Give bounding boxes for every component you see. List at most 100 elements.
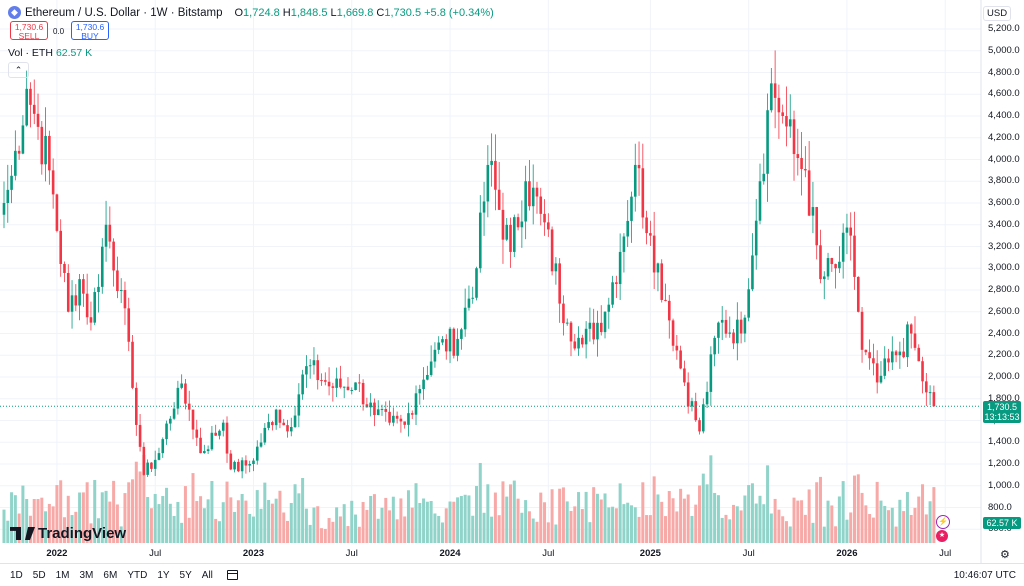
candle-body (456, 338, 459, 356)
close-value: 1,730.5 (384, 6, 422, 19)
candle-body (312, 360, 316, 366)
candle-body (161, 439, 165, 454)
volume-bar (558, 488, 562, 543)
volume-bar (32, 499, 36, 543)
volume-bar (346, 526, 350, 543)
candle-body (259, 442, 263, 447)
range-1d-button[interactable]: 1D (10, 569, 23, 581)
volume-bar (248, 513, 252, 543)
range-ytd-button[interactable]: YTD (127, 569, 148, 581)
candle-body (573, 341, 577, 349)
candle-body (267, 422, 270, 428)
candle-body (599, 322, 603, 333)
volume-bar (191, 473, 195, 543)
price-tick-label: 4,800.0 (988, 66, 1020, 78)
volume-bar (320, 528, 324, 543)
range-1m-button[interactable]: 1M (55, 569, 70, 581)
volume-bar (565, 501, 569, 543)
volume-bars (2, 455, 936, 543)
candle-body (694, 401, 698, 421)
candle-body (233, 461, 236, 470)
spread-value: 0.0 (53, 27, 65, 36)
volume-bar (44, 511, 48, 543)
candle-body (853, 235, 856, 277)
range-1y-button[interactable]: 1Y (157, 569, 170, 581)
volume-bar (81, 492, 85, 543)
utc-clock[interactable]: 10:46:07 UTC (953, 569, 1016, 581)
price-tick-label: 3,800.0 (988, 175, 1020, 187)
volume-bar (376, 518, 380, 543)
volume-bar (10, 492, 14, 543)
range-3m-button[interactable]: 3M (79, 569, 94, 581)
tradingview-logo[interactable]: TradingView (10, 525, 126, 542)
volume-bar (51, 506, 55, 543)
candle-body (516, 217, 520, 228)
range-6m-button[interactable]: 6M (103, 569, 118, 581)
candle-body (724, 319, 728, 334)
volume-bar (592, 487, 596, 543)
candle-body (252, 460, 255, 464)
candle-body (766, 110, 769, 174)
volume-bar (690, 515, 694, 543)
volume-bar (78, 492, 82, 543)
candle-body (142, 446, 146, 475)
lightning-icon[interactable]: ⚡ (936, 515, 950, 529)
volume-bar (267, 500, 271, 543)
range-5y-button[interactable]: 5Y (179, 569, 192, 581)
candle-body (407, 413, 410, 425)
price-tick-label: 2,000.0 (988, 371, 1020, 382)
us-flag-icon[interactable]: ★ (936, 530, 948, 542)
candle-body (169, 418, 172, 424)
range-all-button[interactable]: All (201, 569, 213, 581)
candle-body (777, 97, 781, 113)
volume-bar (561, 487, 565, 543)
candle-body (902, 351, 905, 358)
candle-body (448, 328, 452, 352)
buy-button[interactable]: 1,730.6 BUY (71, 21, 109, 41)
volume-bar (667, 491, 671, 543)
volume-bar (656, 494, 660, 543)
currency-selector[interactable]: USD (983, 6, 1012, 21)
volume-bar (497, 515, 501, 543)
candle-body (883, 358, 887, 376)
candle-body (305, 366, 308, 375)
volume-bar (127, 482, 131, 543)
collapse-legend-button[interactable]: ⌃ (8, 62, 29, 78)
candle-body (633, 164, 637, 197)
sell-button[interactable]: 1,730.6 SELL (10, 21, 48, 41)
volume-bar (2, 509, 6, 543)
candle-body (622, 236, 626, 252)
candle-body (547, 222, 550, 230)
candle-body (282, 422, 286, 426)
volume-bar (251, 516, 255, 543)
candle-body (286, 425, 289, 432)
candle-body (649, 233, 652, 236)
volume-bar (800, 500, 804, 543)
volume-bar (622, 504, 626, 543)
gear-icon[interactable]: ⚙ (1000, 549, 1010, 561)
price-tick-label: 1,400.0 (988, 436, 1020, 448)
volume-bar (210, 481, 214, 543)
candle-body (785, 116, 788, 127)
volume-bar (879, 500, 883, 543)
volume-bar (607, 507, 611, 543)
candle-body (864, 349, 868, 353)
volume-bar (701, 473, 705, 543)
volume-bar (59, 480, 63, 543)
volume-bar (694, 504, 698, 543)
calendar-icon[interactable] (226, 570, 238, 580)
volume-bar (822, 526, 826, 543)
volume-bar (837, 496, 841, 543)
candle-body (225, 422, 229, 454)
volume-bar (784, 521, 788, 543)
candle-body (138, 424, 142, 447)
candle-body (229, 453, 233, 470)
candle-body (116, 270, 119, 292)
volume-bar (698, 485, 702, 543)
volume-bar (463, 494, 467, 543)
price-chart[interactable] (0, 0, 1024, 563)
range-5d-button[interactable]: 5D (32, 569, 46, 581)
volume-bar (807, 489, 811, 543)
candle-body (195, 429, 199, 438)
volume-bar (527, 511, 531, 543)
